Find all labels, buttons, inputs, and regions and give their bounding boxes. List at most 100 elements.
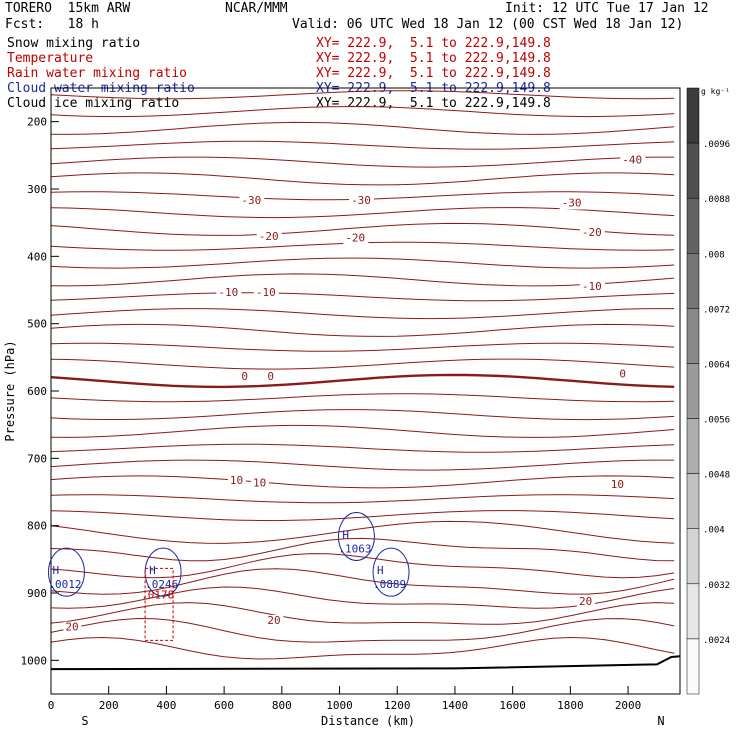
valid-label: Valid: 06 UTC Wed 18 Jan 12 (00 CST Wed … (292, 17, 684, 32)
colorbar-tick-label: .0064 (703, 360, 730, 370)
isotherm (50, 292, 675, 302)
y-tick-label: 600 (27, 385, 47, 398)
temperature-label-bg (620, 154, 646, 167)
isotherm (50, 602, 675, 625)
temperature-label: 0 (267, 370, 274, 383)
temperature-label-bg (256, 231, 282, 244)
x-tick-label: 800 (272, 699, 292, 712)
y-tick-label: 900 (27, 587, 47, 600)
legend-cloudice-label: Cloud ice mixing ratio (7, 96, 180, 111)
temperature-label-bg (227, 474, 246, 487)
temperature-label: -10 (218, 286, 238, 299)
colorbar-segment (686, 253, 700, 309)
colorbar-tick-label: .0024 (703, 636, 730, 646)
org-label: NCAR/MMM (225, 1, 288, 16)
colorbar-segment (686, 638, 700, 695)
cloud-water-max-marker: H (377, 564, 384, 577)
colorbar-tick-label: .0048 (703, 471, 730, 481)
temperature-label-bg (63, 621, 82, 634)
colorbar-tick-label: .0088 (703, 195, 730, 205)
temperature-label-bg (216, 287, 242, 300)
isotherm (50, 342, 675, 352)
isotherm (50, 459, 675, 471)
isotherm (50, 537, 675, 562)
temperature-label: -10 (256, 286, 276, 299)
temperature-label: 10 (230, 474, 243, 487)
temperature-label: -30 (241, 194, 261, 207)
axis-ticks: 0 200 400 600 800 1000 1200 1400 1600 1800 2000200… (21, 116, 642, 712)
colorbar-segment (686, 583, 700, 640)
colorbar-segment (686, 473, 700, 529)
colorbar-segment (686, 528, 700, 585)
legend-rain-xy: XY= 222.9, 5.1 to 222.9,149.8 (316, 66, 551, 81)
temperature-label-bg (265, 371, 277, 384)
isotherm (50, 510, 675, 522)
rain-max-value: .0178 (141, 588, 174, 601)
temperature-label-bg (617, 368, 629, 381)
isotherm (50, 140, 675, 150)
temperature-label: 0 (619, 368, 626, 381)
terrain-surface-line (50, 655, 681, 671)
x-axis-title: Distance (km) (321, 714, 415, 728)
colorbar-tick-label: .0032 (703, 581, 730, 591)
isotherm (50, 358, 675, 370)
colorbar-tick-label: .008 (703, 250, 725, 260)
y-axis-title: Pressure (hPa) (3, 340, 17, 441)
isotherm (50, 409, 675, 421)
y-tick-label: 1000 (21, 654, 48, 667)
cloud-water-contour (47, 547, 85, 597)
isotherm (50, 222, 675, 236)
cloud-water-max-value: .0889 (373, 578, 406, 591)
legend-temp-label: Temperature (7, 51, 94, 66)
cloud-water-max-marker: H (342, 529, 349, 542)
isotherm (50, 156, 675, 168)
isotherm (50, 586, 675, 609)
temperature-label-bg (343, 232, 369, 245)
y-tick-label: 200 (27, 116, 47, 129)
cloud-water-contour (337, 512, 375, 561)
temperature-label: -30 (562, 197, 582, 210)
cloud-water-max-marker: H (52, 564, 59, 577)
colorbar-tick-label: .004 (703, 526, 725, 536)
temperature-label: -20 (582, 226, 602, 239)
colorbar-segment (686, 142, 700, 199)
x-tick-label: 1400 (442, 699, 469, 712)
temperature-label: 20 (267, 614, 280, 627)
x-tick-label: 1600 (499, 699, 526, 712)
colorbar: .0096 .0088 .008 .0072 .0064 .0056 .0048 .004 .0… (686, 87, 730, 695)
temperature-label-bg (239, 194, 265, 207)
x-tick-label: 200 (99, 699, 119, 712)
x-tick-label: 1000 (326, 699, 353, 712)
y-tick-label: 400 (27, 250, 47, 263)
temperature-label: 10 (253, 477, 266, 490)
isotherm (50, 520, 675, 544)
isotherm (50, 106, 675, 118)
legend-snow-xy: XY= 222.9, 5.1 to 222.9,149.8 (316, 36, 551, 51)
temperature-label: -30 (351, 194, 371, 207)
isotherm (50, 273, 675, 287)
isotherm (50, 257, 675, 269)
x-tick-label: 400 (156, 699, 176, 712)
x-tick-label: 1200 (384, 699, 411, 712)
init-label: Init: 12 UTC Tue 17 Jan 12 (505, 1, 709, 16)
temperature-labels: -40 -30 -30 -30 -20 -20 -20 -10 -10 -10 0 0 0 10 10 10 2… (63, 153, 646, 634)
isotherm (50, 90, 675, 100)
temperature-label-bg (239, 371, 251, 384)
temperature-isotherms (50, 90, 681, 671)
temperature-label-bg (608, 478, 627, 491)
x-tick-label: 1800 (557, 699, 584, 712)
y-tick-label: 700 (27, 452, 47, 465)
temperature-label-bg (250, 477, 269, 490)
temperature-label: -40 (622, 153, 642, 166)
temperature-label-bg (579, 281, 605, 293)
temperature-label-bg (253, 287, 279, 300)
temperature-label: -10 (582, 280, 602, 293)
colorbar-segment (686, 308, 700, 364)
cloud-water-max-value: .0246 (145, 578, 178, 591)
isotherm (50, 494, 675, 504)
legend-snow-label: Snow mixing ratio (7, 36, 141, 51)
x-tick-label: 2000 (615, 699, 642, 712)
cloud-water-max-value: .0012 (48, 578, 81, 591)
